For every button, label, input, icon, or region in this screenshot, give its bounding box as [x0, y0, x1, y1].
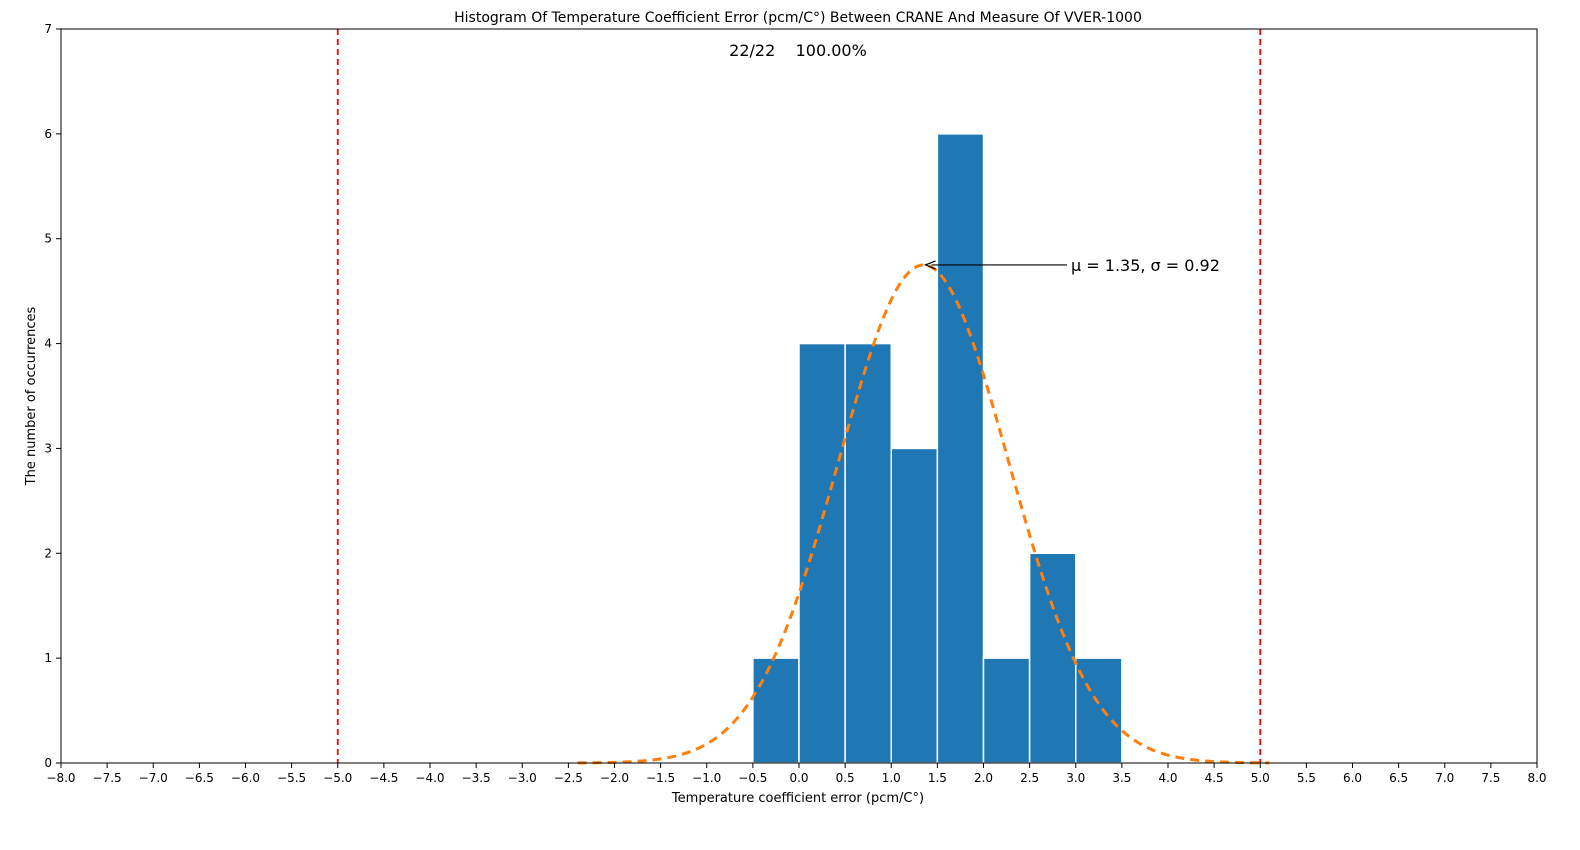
fit-annotation-arrow-head	[923, 260, 936, 270]
y-tick-label: 5	[44, 232, 52, 246]
histogram-bar	[752, 657, 800, 764]
y-tick-label: 2	[44, 546, 52, 560]
x-tick-label: −6.5	[185, 771, 214, 785]
x-tick-label: −3.0	[508, 771, 537, 785]
y-axis-label: The number of occurrences	[24, 306, 39, 486]
x-tick-label: 2.5	[1020, 771, 1039, 785]
x-tick-label: 6.5	[1389, 771, 1408, 785]
x-tick-label: −5.0	[323, 771, 352, 785]
histogram-bar	[982, 657, 1031, 764]
x-tick-label: −0.5	[738, 771, 767, 785]
x-tick-label: −1.5	[646, 771, 675, 785]
x-tick-label: 0.5	[836, 771, 855, 785]
x-tick-label: −1.0	[692, 771, 721, 785]
x-tick-label: 7.5	[1481, 771, 1500, 785]
x-tick-label: −7.5	[93, 771, 122, 785]
x-tick-label: −6.0	[231, 771, 260, 785]
y-tick-label: 6	[44, 127, 52, 141]
fit-annotation-text: μ = 1.35, σ = 0.92	[1071, 256, 1220, 275]
y-tick-label: 3	[44, 441, 52, 455]
x-tick-label: −4.5	[369, 771, 398, 785]
x-tick-label: −7.0	[139, 771, 168, 785]
fit-annotation-layer: μ = 1.35, σ = 0.92	[923, 256, 1220, 275]
x-tick-label: 1.5	[928, 771, 947, 785]
x-tick-label: −3.5	[462, 771, 491, 785]
ticks-layer: −8.0 −7.5 −7.0 −6.5 −6.0 −5.5 −5.0 −4.5 −4.0 −3.5…	[44, 22, 1546, 785]
limit-lines-layer	[336, 29, 1262, 763]
y-tick-label: 7	[44, 22, 52, 36]
x-tick-label: −4.0	[415, 771, 444, 785]
bars-layer	[752, 133, 1123, 764]
x-tick-label: 3.5	[1112, 771, 1131, 785]
x-tick-label: 7.0	[1435, 771, 1454, 785]
x-tick-label: 2.0	[974, 771, 993, 785]
x-axis-label: Temperature coefficient error (pcm/C°)	[671, 791, 924, 806]
chart-title: Histogram Of Temperature Coefficient Err…	[454, 10, 1142, 26]
histogram-bar	[844, 342, 892, 764]
summary-annotation: 22/22 100.00%	[729, 41, 867, 60]
x-tick-label: 1.0	[882, 771, 901, 785]
x-tick-label: 3.0	[1066, 771, 1085, 785]
y-tick-label: 0	[44, 756, 52, 770]
x-tick-label: 4.5	[1205, 771, 1224, 785]
y-tick-label: 1	[44, 651, 52, 665]
x-tick-label: 6.0	[1343, 771, 1362, 785]
histogram-bar	[890, 447, 939, 764]
x-tick-label: 4.0	[1158, 771, 1177, 785]
x-tick-label: 5.5	[1297, 771, 1316, 785]
x-tick-label: 8.0	[1527, 771, 1546, 785]
x-tick-label: −8.0	[46, 771, 75, 785]
fit-curve-layer	[577, 263, 1270, 765]
histogram-bar	[798, 342, 846, 764]
normal-fit-curve	[577, 263, 1270, 765]
y-tick-label: 4	[44, 337, 52, 351]
histogram-bar	[1028, 552, 1077, 764]
x-tick-label: −2.0	[600, 771, 629, 785]
x-tick-label: −2.5	[554, 771, 583, 785]
histogram-bar	[936, 133, 985, 764]
x-tick-label: −5.5	[277, 771, 306, 785]
x-tick-label: 5.0	[1251, 771, 1270, 785]
x-tick-label: 0.0	[789, 771, 808, 785]
